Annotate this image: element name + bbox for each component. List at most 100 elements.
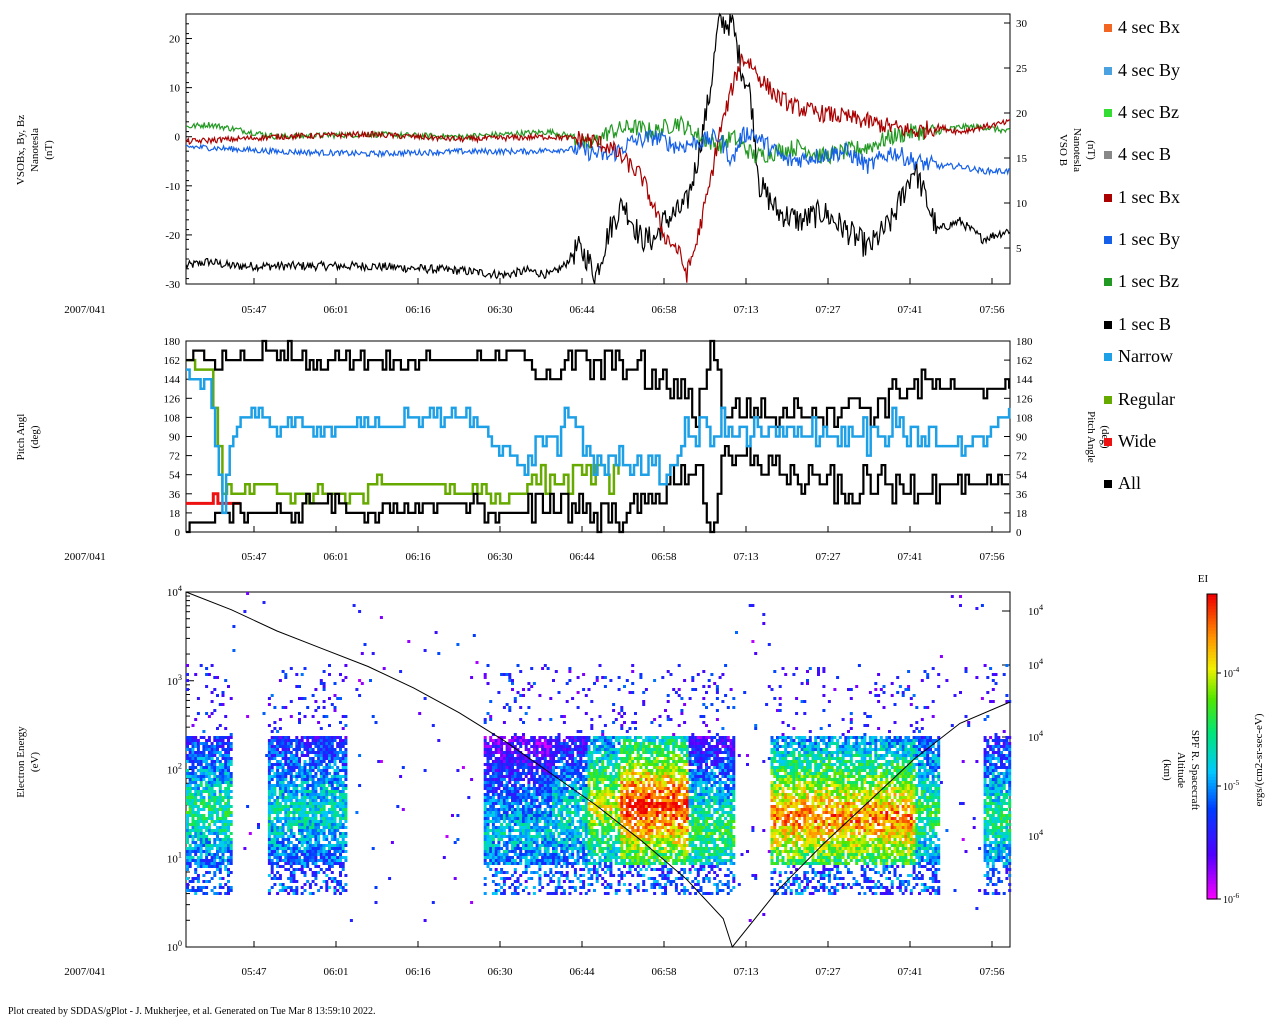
panel2-ylabel-left: Pitch Angl: [15, 414, 27, 461]
colorbar-title: EI: [1198, 573, 1209, 585]
panel3-x-tick-label: 07:13: [733, 966, 759, 978]
panel3-x-tick-label: 06:58: [651, 966, 677, 978]
panel3-left-tick-label: 103: [167, 673, 182, 688]
legend-item: 1 sec By: [1104, 229, 1180, 250]
panel2-left-tick-label: 36: [169, 489, 181, 501]
legend-swatch: [1104, 277, 1112, 286]
series-1sec-bx1: [185, 53, 1011, 283]
panel2-date-label: 2007/041: [64, 551, 106, 563]
panel3-x-tick-label: 05:47: [241, 966, 267, 978]
legend-label: 4 sec By: [1118, 60, 1180, 80]
legend-item: Narrow: [1104, 346, 1173, 367]
panel2-right-tick-label: 36: [1016, 489, 1028, 501]
panel2-right-tick-label: 0: [1016, 527, 1022, 539]
panel3-x-tick-label: 06:44: [569, 966, 595, 978]
footer-credit: Plot created by SDDAS/gPlot - J. Mukherj…: [8, 1006, 376, 1017]
panel2-right-tick-label: 90: [1016, 432, 1028, 444]
legend-item: 4 sec Bx: [1104, 17, 1180, 38]
panel2-right-tick-label: 18: [1016, 508, 1028, 520]
spectrogram-cells: [186, 592, 1012, 922]
panel3-x-tick-label: 06:01: [323, 966, 348, 978]
legend-swatch: [1104, 66, 1112, 75]
panel1-ylabel-right: VSO B: [1057, 134, 1069, 166]
panel2-left-tick-label: 108: [164, 412, 181, 424]
series-1sec-B: [185, 12, 1011, 285]
colorbar-label: ergs/(cm2-sr-sec-eV): [1253, 713, 1265, 806]
panel2-left-tick-label: 90: [169, 432, 181, 444]
panel2-x-tick-label: 05:47: [241, 551, 267, 563]
legend-swatch: [1104, 193, 1112, 202]
panel3-ylabel-right: (km): [1161, 759, 1173, 781]
panel2-left-tick-label: 126: [164, 393, 181, 405]
panel1-x-tick-label: 06:58: [651, 304, 677, 316]
panel2-left-tick-label: 144: [164, 374, 181, 386]
legend-label: Narrow: [1118, 346, 1173, 366]
panel1-right-tick-label: 30: [1016, 18, 1028, 30]
legend-swatch: [1104, 108, 1112, 117]
panel2-right-tick-label: 72: [1016, 451, 1027, 463]
colorbar-frame: [1206, 593, 1218, 900]
altitude-curve: [185, 591, 1011, 949]
panel1-x-tick-label: 07:41: [897, 304, 922, 316]
panel1-ylabel-left: (nT): [43, 140, 55, 160]
panel1-frame: [185, 13, 1011, 285]
panel3-right-tick-label: 104: [1028, 657, 1043, 672]
series-regular: [186, 358, 620, 505]
panel1-ylabel-left: VSOBx, By, Bz: [15, 115, 27, 185]
legend-label: 4 sec Bz: [1118, 102, 1179, 122]
legend-item: 4 sec B: [1104, 144, 1171, 165]
legend-swatch: [1104, 320, 1112, 329]
panel1-x-tick-label: 06:16: [405, 304, 431, 316]
legend-item: 4 sec By: [1104, 60, 1180, 81]
panel1-x-tick-label: 07:13: [733, 304, 759, 316]
panel1-x-tick-label: 07:27: [815, 304, 841, 316]
panel2-x-tick-label: 06:01: [323, 551, 348, 563]
panel3-right-tick-label: 104: [1028, 828, 1043, 843]
panel2-ylabel-right: Pitch Angle: [1085, 411, 1097, 463]
panel1-right-tick-label: 20: [1016, 108, 1028, 120]
panel1-ylabel-right: Nanotesla: [1071, 128, 1083, 172]
panel1-left-tick-label: -30: [165, 279, 180, 291]
legend-item: Wide: [1104, 431, 1156, 452]
series-all-upper: [186, 339, 1011, 428]
panel3-x-tick-label: 06:16: [405, 966, 431, 978]
panel2-x-tick-label: 06:44: [569, 551, 595, 563]
panel3-ylabel-left: Electron Energy: [15, 726, 27, 798]
legend-swatch: [1104, 23, 1112, 32]
panel2-right-tick-label: 126: [1016, 393, 1033, 405]
legend-item: Regular: [1104, 389, 1175, 410]
panel1-left-tick-label: 20: [169, 34, 181, 46]
legend-swatch: [1104, 150, 1112, 159]
panel1-x-tick-label: 06:01: [323, 304, 348, 316]
legend-item: All: [1104, 473, 1141, 494]
panel2-left-tick-label: 54: [169, 470, 181, 482]
panel3-left-tick-label: 101: [167, 850, 182, 865]
legend-swatch: [1104, 395, 1112, 404]
panel3-x-tick-label: 06:30: [487, 966, 513, 978]
panel1-left-tick-label: -10: [165, 181, 180, 193]
panel2-left-tick-label: 72: [169, 451, 180, 463]
panel3-right-tick-label: 104: [1028, 729, 1043, 744]
panel2-right-tick-label: 54: [1016, 470, 1028, 482]
panel2-right-tick-label: 162: [1016, 355, 1033, 367]
legend-swatch: [1104, 352, 1112, 361]
panel2-x-tick-label: 07:13: [733, 551, 759, 563]
panel2-x-tick-label: 06:58: [651, 551, 677, 563]
legend-swatch: [1104, 479, 1112, 488]
colorbar: [1207, 594, 1217, 900]
legend-label: 1 sec By: [1118, 229, 1180, 249]
series-all-lower: [186, 445, 1010, 534]
panel2-x-tick-label: 06:30: [487, 551, 513, 563]
panel3-ylabel-right: SPF R. Spacecraft: [1189, 730, 1201, 810]
panel1-left-tick-label: 10: [169, 83, 181, 95]
panel1-left-tick-label: -20: [165, 230, 180, 242]
panel1-date-label: 2007/041: [64, 304, 106, 316]
panel2-left-tick-label: 180: [164, 336, 181, 348]
colorbar-tick-label: 10-5: [1223, 778, 1239, 793]
panel2-right-tick-label: 108: [1016, 412, 1033, 424]
panel3-ylabel-left: (eV): [29, 752, 41, 772]
panel3-x-tick-label: 07:27: [815, 966, 841, 978]
panel2-x-tick-label: 07:27: [815, 551, 841, 563]
panel1-x-tick-label: 06:30: [487, 304, 513, 316]
